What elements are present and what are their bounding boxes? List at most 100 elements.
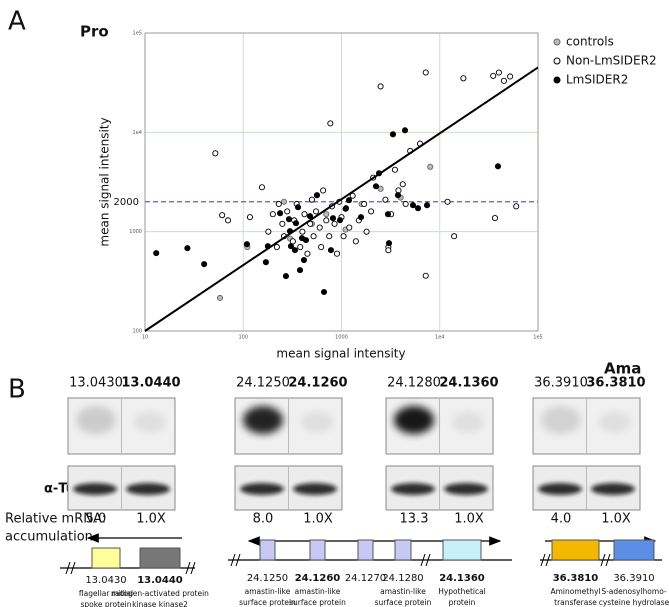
blot-band <box>599 412 631 432</box>
gene-id: 36.3910 <box>613 573 654 584</box>
gene-id: 24.1280 <box>382 573 423 584</box>
data-point <box>320 187 327 194</box>
y-tick-label: 1e5 <box>133 31 142 37</box>
data-point <box>277 210 284 217</box>
data-point <box>219 212 226 219</box>
data-point <box>363 228 370 235</box>
y-tick-label: 100 <box>132 329 142 335</box>
data-point <box>357 214 365 221</box>
data-point <box>385 240 393 247</box>
blot-band <box>134 412 166 432</box>
x-tick-label: 100 <box>238 335 248 341</box>
gene-id: 24.1250 <box>247 573 288 584</box>
data-point <box>318 244 325 251</box>
data-point <box>422 272 429 279</box>
ratio-value: 1.0X <box>601 512 631 527</box>
data-point <box>333 250 341 257</box>
data-point <box>279 220 286 227</box>
gene-box <box>139 547 181 569</box>
legend-marker <box>553 38 561 46</box>
data-point <box>153 250 160 257</box>
data-point <box>310 233 317 240</box>
legend-label: Non-LmSIDER2 <box>566 54 657 68</box>
tubulin-band <box>444 483 488 495</box>
data-point <box>345 197 353 204</box>
tubulin-band <box>126 483 170 495</box>
data-point <box>323 211 330 218</box>
data-point <box>301 211 308 218</box>
ratio-value: 5.0 <box>86 512 107 527</box>
data-point <box>224 217 232 224</box>
data-point <box>323 217 330 224</box>
data-point <box>377 185 384 192</box>
data-point <box>313 192 321 199</box>
data-point <box>409 202 417 209</box>
data-point <box>184 245 191 252</box>
break-mark <box>230 553 241 567</box>
gene-id: 13.0430 <box>85 575 126 586</box>
gene-id: 13.0440 <box>121 376 180 391</box>
data-point <box>308 196 315 203</box>
x-tick-label: 1e4 <box>435 335 444 341</box>
ratio-label: accumulation <box>5 530 93 545</box>
data-point <box>349 192 356 199</box>
data-point <box>297 244 304 251</box>
break-mark <box>420 553 431 567</box>
plot-frame <box>144 32 539 332</box>
data-point <box>352 238 359 245</box>
data-point <box>513 203 520 210</box>
data-point <box>275 200 282 208</box>
gene-description: surface protein <box>239 598 296 607</box>
ratio-value: 4.0 <box>551 512 572 527</box>
gene-id: 24.1260 <box>295 573 341 584</box>
gene-description: amastin-like <box>295 587 341 596</box>
data-point <box>284 208 291 215</box>
blot-band <box>541 406 581 434</box>
ratio-value: 1.0X <box>136 512 166 527</box>
legend-marker <box>553 57 561 65</box>
data-point <box>391 166 399 173</box>
x-axis-label: mean signal intensity <box>276 347 405 361</box>
data-point <box>377 83 384 90</box>
data-point <box>372 183 380 190</box>
data-point <box>201 261 208 268</box>
tubulin-band <box>73 483 117 495</box>
ratio-value: 1.0X <box>303 512 333 527</box>
data-point <box>246 214 253 221</box>
data-point <box>280 198 288 205</box>
tubulin-band <box>538 483 582 495</box>
data-point <box>212 150 219 157</box>
gene-id: 24.1280 <box>387 376 441 391</box>
data-point <box>265 228 272 235</box>
gene-description: flagellar radial <box>79 589 133 598</box>
x-tick-label: 1000 <box>335 335 348 341</box>
gene-box <box>551 539 600 561</box>
data-point <box>490 72 497 79</box>
break-mark <box>600 553 611 567</box>
ratio-label: Relative mRNA: <box>5 512 106 527</box>
data-point <box>269 211 276 218</box>
data-point <box>427 163 434 170</box>
gene-box <box>394 539 412 561</box>
data-point <box>327 247 335 254</box>
tubulin-band <box>293 483 337 495</box>
data-point <box>316 224 323 231</box>
data-point <box>320 288 328 296</box>
data-point <box>423 202 431 209</box>
panel-label: B <box>8 375 26 405</box>
data-point <box>340 233 347 240</box>
gene-description: Hypothetical <box>438 587 486 596</box>
data-point <box>491 215 499 222</box>
data-point <box>282 273 289 280</box>
data-point <box>422 69 429 76</box>
gene-description: protein <box>449 598 476 607</box>
data-point <box>500 77 507 84</box>
data-point <box>329 215 337 222</box>
gene-box <box>613 539 655 561</box>
ratio-value: 13.3 <box>400 512 429 527</box>
data-point <box>292 220 300 227</box>
gene-id: 24.1360 <box>439 376 498 391</box>
data-point <box>291 247 299 254</box>
data-point <box>216 294 224 302</box>
